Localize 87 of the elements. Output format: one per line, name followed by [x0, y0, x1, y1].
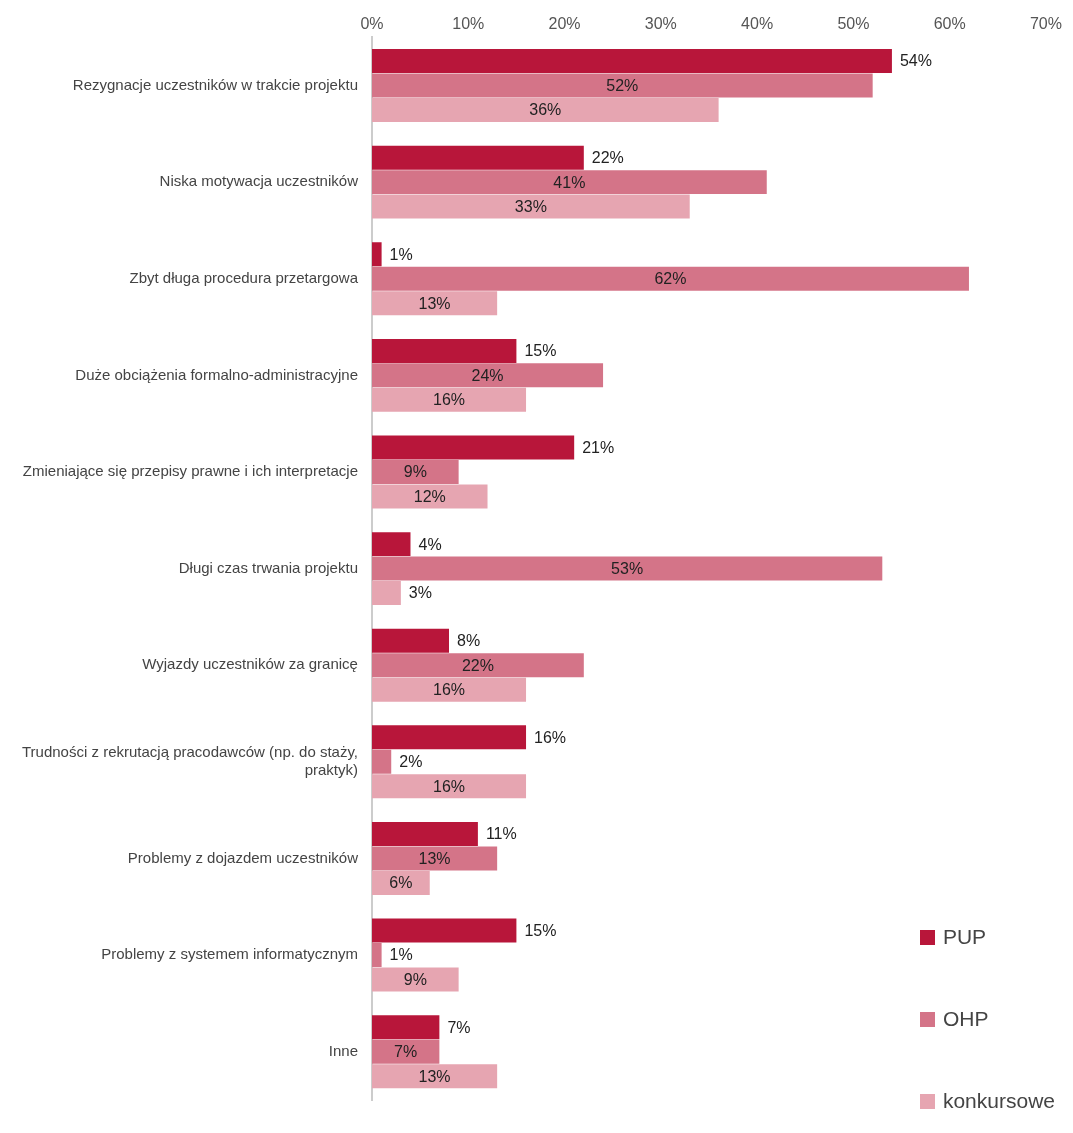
bar	[371, 145, 584, 170]
data-label: 3%	[408, 584, 432, 602]
bar	[371, 1064, 498, 1089]
x-tick-label: 40%	[741, 15, 774, 33]
bar	[371, 821, 478, 846]
y-tick-label: Wyjazdy uczestników za granicę	[142, 655, 358, 673]
x-tick-label: 50%	[837, 15, 870, 33]
data-label: 9%	[403, 463, 427, 481]
data-label: 4%	[418, 535, 442, 553]
data-label: 7%	[394, 1043, 418, 1061]
bar	[371, 49, 892, 74]
bar	[371, 266, 969, 291]
y-tick-label: Rezygnacje uczestników w trakcie projektu	[72, 75, 358, 93]
data-label: 33%	[514, 198, 547, 216]
bar	[371, 170, 767, 195]
bar	[371, 581, 401, 606]
y-tick-label: Długi czas trwania projektu	[178, 558, 358, 576]
legend-label: PUP	[942, 925, 987, 949]
bar	[371, 459, 459, 484]
x-tick-label: 0%	[360, 15, 384, 33]
legend-label: konkursowe	[942, 1089, 1055, 1113]
bar	[371, 435, 575, 460]
bar	[371, 291, 498, 316]
data-label: 36%	[529, 101, 562, 119]
bar	[371, 532, 411, 557]
x-tick-label: 20%	[548, 15, 581, 33]
bar	[371, 967, 459, 992]
data-label: 22%	[461, 656, 494, 674]
data-label: 22%	[591, 149, 624, 167]
bar	[371, 943, 382, 968]
y-tick-label: Trudności z rekrutacją pracodawców (np. do staży, praktyk)	[21, 742, 358, 778]
y-tick-label: Duże obciążenia formalno-administracyjne	[75, 365, 358, 383]
data-label: 52%	[606, 76, 639, 94]
bar	[371, 242, 382, 267]
data-label: 6%	[389, 874, 413, 892]
data-label: 16%	[534, 728, 567, 746]
data-label: 24%	[471, 366, 504, 384]
data-label: 1%	[389, 946, 413, 964]
data-label: 11%	[485, 825, 517, 843]
data-label: 15%	[524, 342, 557, 360]
bar	[371, 484, 488, 509]
data-label: 54%	[899, 52, 932, 70]
bar	[371, 749, 392, 774]
bar	[371, 918, 517, 943]
bar	[371, 363, 604, 388]
bar	[371, 338, 517, 363]
y-tick-label: Zbyt długa procedura przetargowa	[129, 268, 359, 286]
bar	[371, 73, 873, 98]
data-label: 8%	[457, 632, 481, 650]
bar	[371, 846, 498, 871]
data-label: 41%	[553, 173, 586, 191]
data-label: 1%	[389, 245, 413, 263]
data-label: 53%	[611, 560, 644, 578]
y-tick-label: Zmieniające się przepisy prawne i ich interpretacje	[22, 462, 358, 480]
data-label: 21%	[582, 438, 615, 456]
data-label: 13%	[418, 849, 451, 867]
bar	[371, 774, 527, 799]
data-label: 2%	[399, 753, 423, 771]
bar	[371, 653, 584, 678]
y-tick-label: Problemy z dojazdem uczestników	[127, 848, 359, 866]
y-tick-label: Inne	[328, 1041, 358, 1059]
bar	[371, 387, 527, 412]
bar	[371, 1015, 440, 1040]
data-label: 16%	[432, 681, 466, 699]
x-tick-label: 30%	[644, 15, 677, 33]
y-tick-label: Niska motywacja uczestników	[159, 172, 359, 190]
data-label: 12%	[413, 487, 446, 505]
bar	[371, 1039, 440, 1064]
data-label: 16%	[432, 391, 466, 409]
data-label: 16%	[432, 777, 466, 795]
data-label: 7%	[447, 1018, 471, 1036]
x-tick-label: 60%	[933, 15, 966, 33]
data-label: 62%	[654, 270, 687, 288]
data-label: 15%	[524, 922, 557, 939]
y-tick-label: Problemy z systemem informatycznym	[101, 945, 358, 963]
x-tick-label: 10%	[452, 15, 485, 33]
bar	[371, 194, 690, 219]
bar	[371, 628, 450, 653]
bar	[371, 677, 527, 702]
data-label: 13%	[418, 1067, 451, 1085]
legend-label: OHP	[942, 1007, 989, 1031]
bar	[371, 556, 883, 581]
data-label: 13%	[418, 294, 451, 312]
bar	[371, 725, 527, 750]
x-tick-label: 70%	[1029, 15, 1062, 33]
data-label: 9%	[403, 970, 427, 988]
bar	[371, 97, 719, 122]
